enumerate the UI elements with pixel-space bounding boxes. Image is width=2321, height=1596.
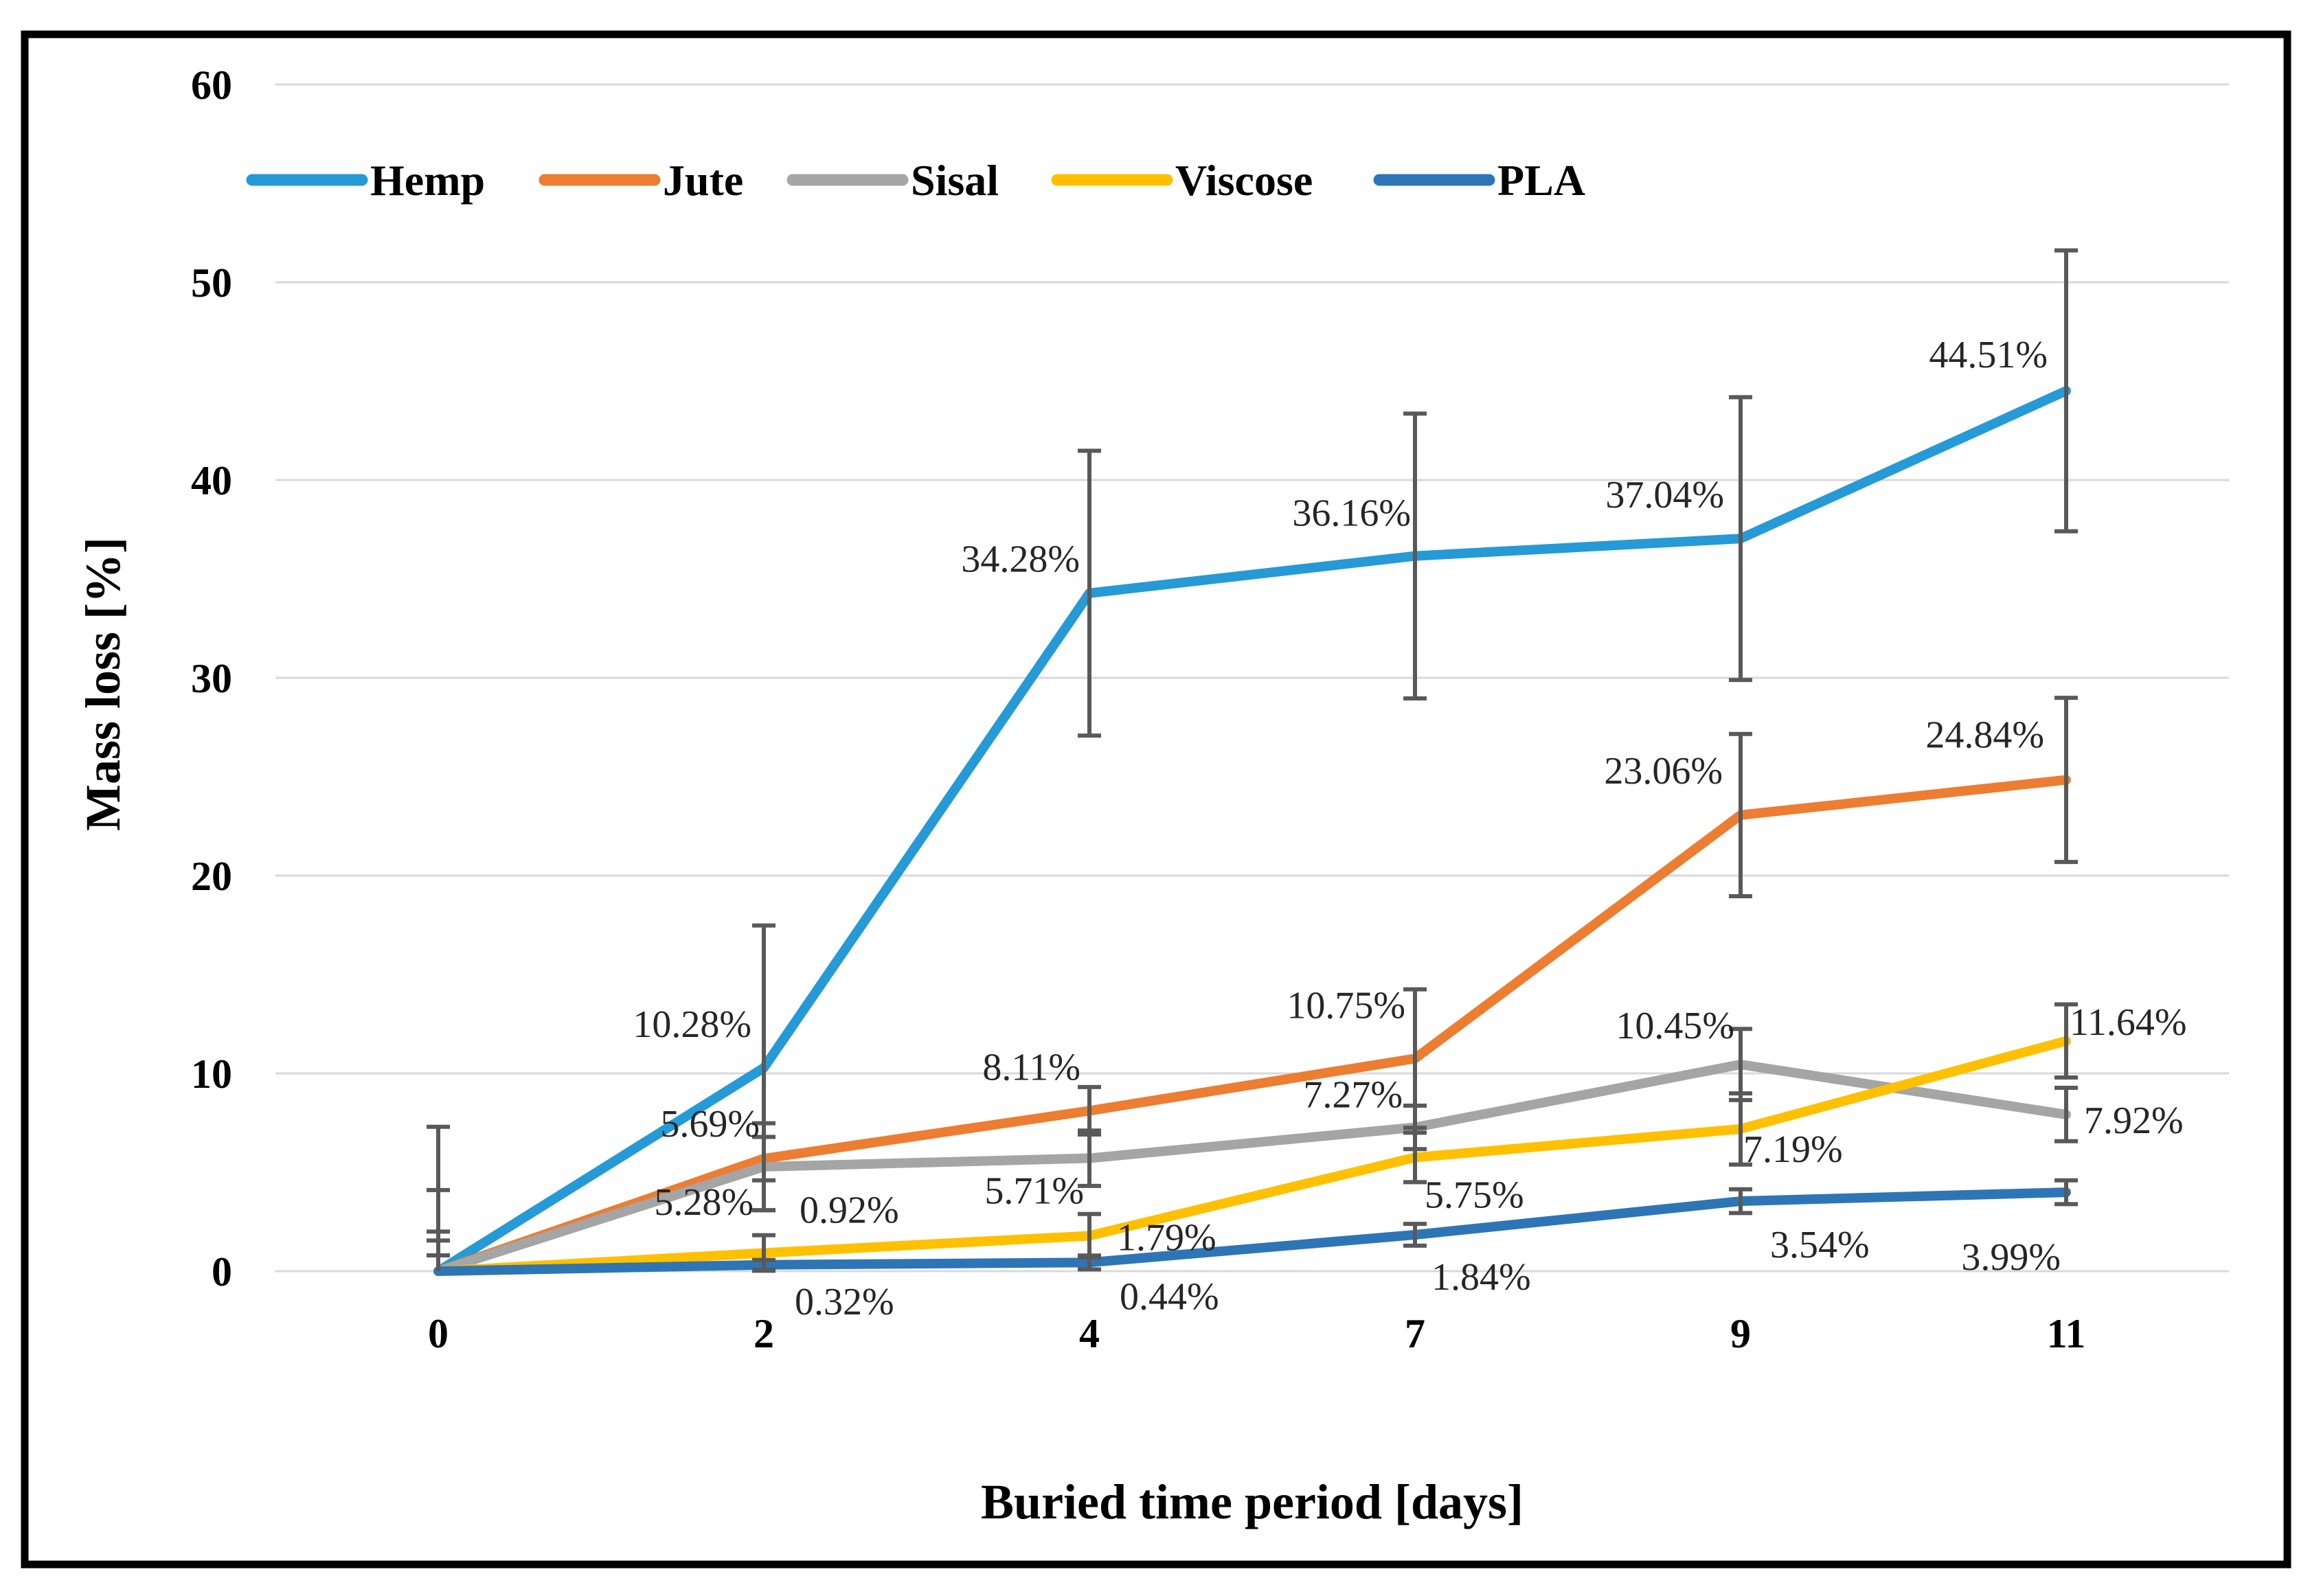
legend: Hemp Jute Sisal Viscose PLA xyxy=(246,156,1585,205)
x-tick-label: 7 xyxy=(1405,1311,1425,1356)
legend-item-jute: Jute xyxy=(539,156,743,205)
jute-data-label: 8.11% xyxy=(982,1046,1080,1088)
pla-data-label: 3.99% xyxy=(1961,1236,2061,1279)
y-tick-label: 60 xyxy=(191,62,232,108)
pla-line xyxy=(433,1187,2071,1276)
legend-item-pla: PLA xyxy=(1373,156,1585,205)
sisal-data-label: 5.28% xyxy=(654,1181,754,1224)
hemp-data-label: 37.04% xyxy=(1605,474,1724,516)
figure-border xyxy=(21,30,2291,1569)
y-axis-tick-labels: 0 10 20 30 40 50 60 xyxy=(191,62,232,1295)
x-tick-label: 9 xyxy=(1730,1311,1751,1356)
sisal-data-label: 10.45% xyxy=(1616,1005,1734,1047)
sisal-line xyxy=(433,1060,2071,1276)
legend-label: Viscose xyxy=(1175,156,1313,205)
sisal-data-label: 7.92% xyxy=(2084,1099,2184,1142)
sisal-data-label: 7.27% xyxy=(1303,1074,1403,1117)
series-lines xyxy=(433,386,2071,1276)
hemp-data-label: 10.28% xyxy=(633,1003,751,1046)
sisal-data-label: 5.71% xyxy=(984,1170,1084,1213)
legend-label: Jute xyxy=(663,156,743,205)
hemp-line xyxy=(433,386,2071,1276)
pla-data-label: 0.44% xyxy=(1120,1275,1219,1318)
jute-data-label: 23.06% xyxy=(1604,750,1723,793)
legend-label: Hemp xyxy=(370,156,485,205)
x-tick-label: 0 xyxy=(428,1311,449,1356)
hemp-data-label: 34.28% xyxy=(961,538,1080,581)
error-bars xyxy=(427,248,2078,1273)
legend-label: PLA xyxy=(1497,156,1585,205)
viscose-data-label: 5.75% xyxy=(1425,1174,1524,1216)
jute-line xyxy=(433,775,2071,1276)
jute-data-label: 24.84% xyxy=(1925,714,2044,757)
legend-item-viscose: Viscose xyxy=(1051,156,1313,205)
x-axis-tick-labels: 0 2 4 7 9 11 xyxy=(428,1311,2085,1356)
x-axis-title: Buried time period [days] xyxy=(981,1474,1524,1529)
legend-label: Sisal xyxy=(911,156,999,205)
pla-data-label: 3.54% xyxy=(1770,1224,1870,1266)
x-tick-label: 11 xyxy=(2047,1311,2086,1356)
x-tick-label: 4 xyxy=(1079,1311,1100,1356)
y-axis-title: Mass loss [%] xyxy=(76,537,131,831)
viscose-data-label: 7.19% xyxy=(1743,1128,1843,1171)
pla-data-label: 1.84% xyxy=(1431,1256,1531,1299)
y-tick-label: 40 xyxy=(191,458,232,503)
jute-data-label: 10.75% xyxy=(1287,984,1405,1027)
y-tick-label: 20 xyxy=(191,854,232,899)
x-tick-label: 2 xyxy=(754,1311,774,1356)
data-labels: 10.28% 34.28% 36.16% 37.04% 44.51% 5.69% 8.11%… xyxy=(633,334,2186,1323)
jute-data-label: 5.69% xyxy=(660,1103,760,1145)
hemp-data-label: 36.16% xyxy=(1292,492,1411,535)
y-tick-label: 10 xyxy=(191,1051,232,1097)
viscose-line xyxy=(433,1036,2071,1276)
viscose-data-label: 0.92% xyxy=(800,1189,899,1232)
y-tick-label: 30 xyxy=(191,656,232,701)
viscose-data-label: 11.64% xyxy=(2070,1001,2187,1044)
legend-item-sisal: Sisal xyxy=(786,156,999,205)
pla-data-label: 0.32% xyxy=(795,1281,894,1323)
legend-item-hemp: Hemp xyxy=(246,156,485,205)
gridlines xyxy=(275,83,2229,1273)
hemp-data-label: 44.51% xyxy=(1929,334,2048,376)
y-tick-label: 50 xyxy=(191,260,232,306)
y-tick-label: 0 xyxy=(212,1249,232,1295)
viscose-data-label: 1.79% xyxy=(1117,1216,1216,1259)
